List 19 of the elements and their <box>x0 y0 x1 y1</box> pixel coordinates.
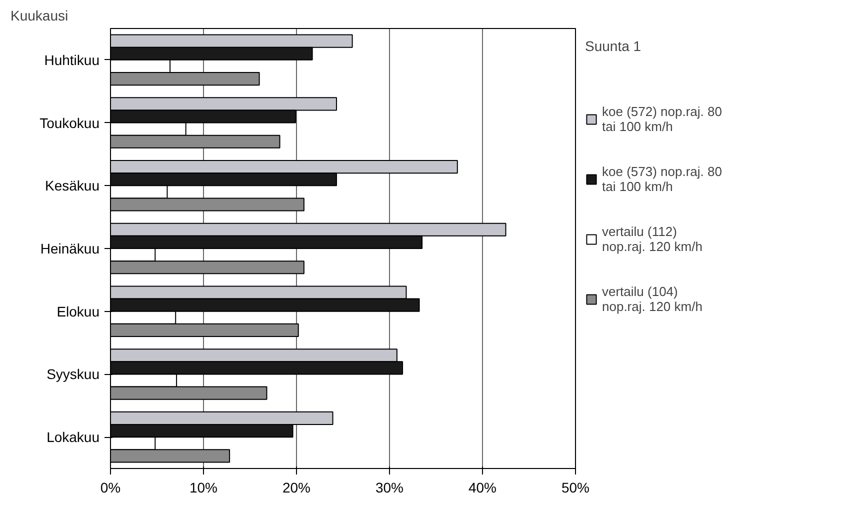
y-tick-label: Heinäkuu <box>40 240 100 256</box>
x-tick-label: 0% <box>100 480 121 496</box>
legend-label: koe (572) nop.raj. 80 tai 100 km/h <box>602 104 722 134</box>
y-tick-label: Lokakuu <box>46 429 100 446</box>
legend-label: koe (573) nop.raj. 80 tai 100 km/h <box>602 164 722 194</box>
y-axis-title: Kuukausi <box>10 8 68 24</box>
x-tick-label: 40% <box>468 480 497 496</box>
x-tick-label: 10% <box>189 480 218 496</box>
legend-title: Suunta 1 <box>585 38 642 54</box>
legend-label: vertailu (112) nop.raj. 120 km/h <box>602 224 702 254</box>
y-tick-label: Syyskuu <box>46 366 100 382</box>
x-tick-label: 20% <box>282 480 311 496</box>
y-tick-label: Huhtikuu <box>44 52 100 68</box>
x-tick-label: 30% <box>375 480 404 496</box>
y-tick-label: Elokuu <box>56 303 100 320</box>
x-tick-label: 50% <box>561 480 590 496</box>
y-tick-label: Toukokuu <box>40 114 100 131</box>
y-tick-label: Kesäkuu <box>45 178 100 194</box>
legend-label: vertailu (104) nop.raj. 120 km/h <box>602 284 702 314</box>
